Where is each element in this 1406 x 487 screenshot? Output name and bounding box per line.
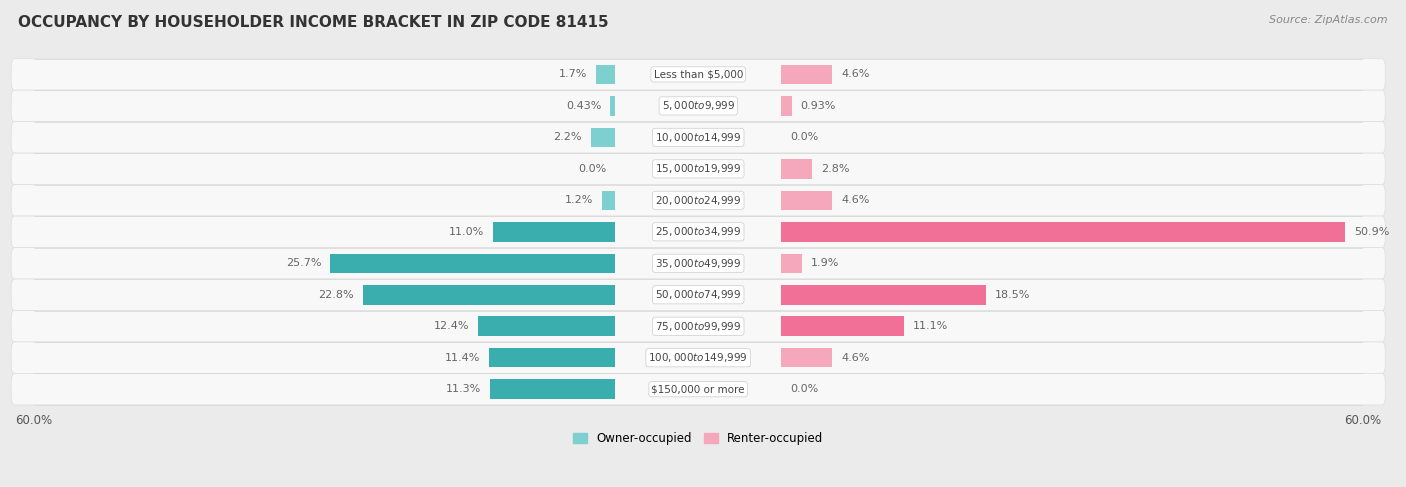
Text: 1.2%: 1.2% — [565, 195, 593, 206]
Text: 11.1%: 11.1% — [912, 321, 949, 331]
Text: $100,000 to $149,999: $100,000 to $149,999 — [648, 351, 748, 364]
Bar — [591, 128, 616, 147]
Text: 11.4%: 11.4% — [444, 353, 479, 363]
Text: $15,000 to $19,999: $15,000 to $19,999 — [655, 162, 741, 175]
FancyBboxPatch shape — [11, 122, 1385, 153]
Text: 0.0%: 0.0% — [790, 132, 818, 142]
FancyBboxPatch shape — [11, 58, 1385, 90]
Bar — [782, 96, 792, 115]
Text: 0.43%: 0.43% — [567, 101, 602, 111]
Text: Source: ZipAtlas.com: Source: ZipAtlas.com — [1270, 15, 1388, 25]
FancyBboxPatch shape — [11, 90, 1385, 122]
Bar — [610, 96, 616, 115]
Text: 4.6%: 4.6% — [841, 195, 869, 206]
FancyBboxPatch shape — [11, 279, 1385, 311]
Text: 1.7%: 1.7% — [560, 70, 588, 79]
Bar — [782, 190, 832, 210]
Bar — [363, 285, 616, 304]
Text: $75,000 to $99,999: $75,000 to $99,999 — [655, 320, 741, 333]
Text: $25,000 to $34,999: $25,000 to $34,999 — [655, 225, 741, 238]
Text: 11.0%: 11.0% — [449, 227, 485, 237]
Text: $50,000 to $74,999: $50,000 to $74,999 — [655, 288, 741, 301]
Text: 0.0%: 0.0% — [790, 384, 818, 394]
Bar — [782, 348, 832, 368]
Bar — [782, 317, 904, 336]
Legend: Owner-occupied, Renter-occupied: Owner-occupied, Renter-occupied — [568, 428, 828, 450]
Text: 22.8%: 22.8% — [318, 290, 354, 300]
Text: $10,000 to $14,999: $10,000 to $14,999 — [655, 131, 741, 144]
Bar — [489, 379, 616, 399]
Bar — [478, 317, 616, 336]
Text: 1.9%: 1.9% — [811, 258, 839, 268]
Text: 12.4%: 12.4% — [433, 321, 470, 331]
Bar — [782, 159, 813, 179]
Text: 4.6%: 4.6% — [841, 353, 869, 363]
Text: $5,000 to $9,999: $5,000 to $9,999 — [662, 99, 735, 112]
FancyBboxPatch shape — [11, 153, 1385, 185]
Text: Less than $5,000: Less than $5,000 — [654, 70, 742, 79]
Text: 0.0%: 0.0% — [578, 164, 606, 174]
Text: 50.9%: 50.9% — [1354, 227, 1389, 237]
Bar — [330, 254, 616, 273]
Bar — [782, 65, 832, 84]
Bar — [782, 254, 803, 273]
Text: 18.5%: 18.5% — [995, 290, 1031, 300]
Bar — [489, 348, 616, 368]
Bar — [596, 65, 616, 84]
FancyBboxPatch shape — [11, 247, 1385, 279]
Text: 2.2%: 2.2% — [554, 132, 582, 142]
FancyBboxPatch shape — [11, 311, 1385, 342]
FancyBboxPatch shape — [11, 185, 1385, 216]
Text: 4.6%: 4.6% — [841, 70, 869, 79]
Text: 2.8%: 2.8% — [821, 164, 849, 174]
Text: $150,000 or more: $150,000 or more — [651, 384, 745, 394]
Text: OCCUPANCY BY HOUSEHOLDER INCOME BRACKET IN ZIP CODE 81415: OCCUPANCY BY HOUSEHOLDER INCOME BRACKET … — [18, 15, 609, 30]
FancyBboxPatch shape — [11, 342, 1385, 374]
Text: 25.7%: 25.7% — [285, 258, 322, 268]
Text: 11.3%: 11.3% — [446, 384, 481, 394]
Bar — [602, 190, 616, 210]
FancyBboxPatch shape — [11, 216, 1385, 247]
Text: 0.93%: 0.93% — [800, 101, 835, 111]
Bar — [782, 222, 1346, 242]
Bar — [782, 285, 986, 304]
Text: $20,000 to $24,999: $20,000 to $24,999 — [655, 194, 741, 207]
FancyBboxPatch shape — [11, 374, 1385, 405]
Bar — [494, 222, 616, 242]
Text: $35,000 to $49,999: $35,000 to $49,999 — [655, 257, 741, 270]
